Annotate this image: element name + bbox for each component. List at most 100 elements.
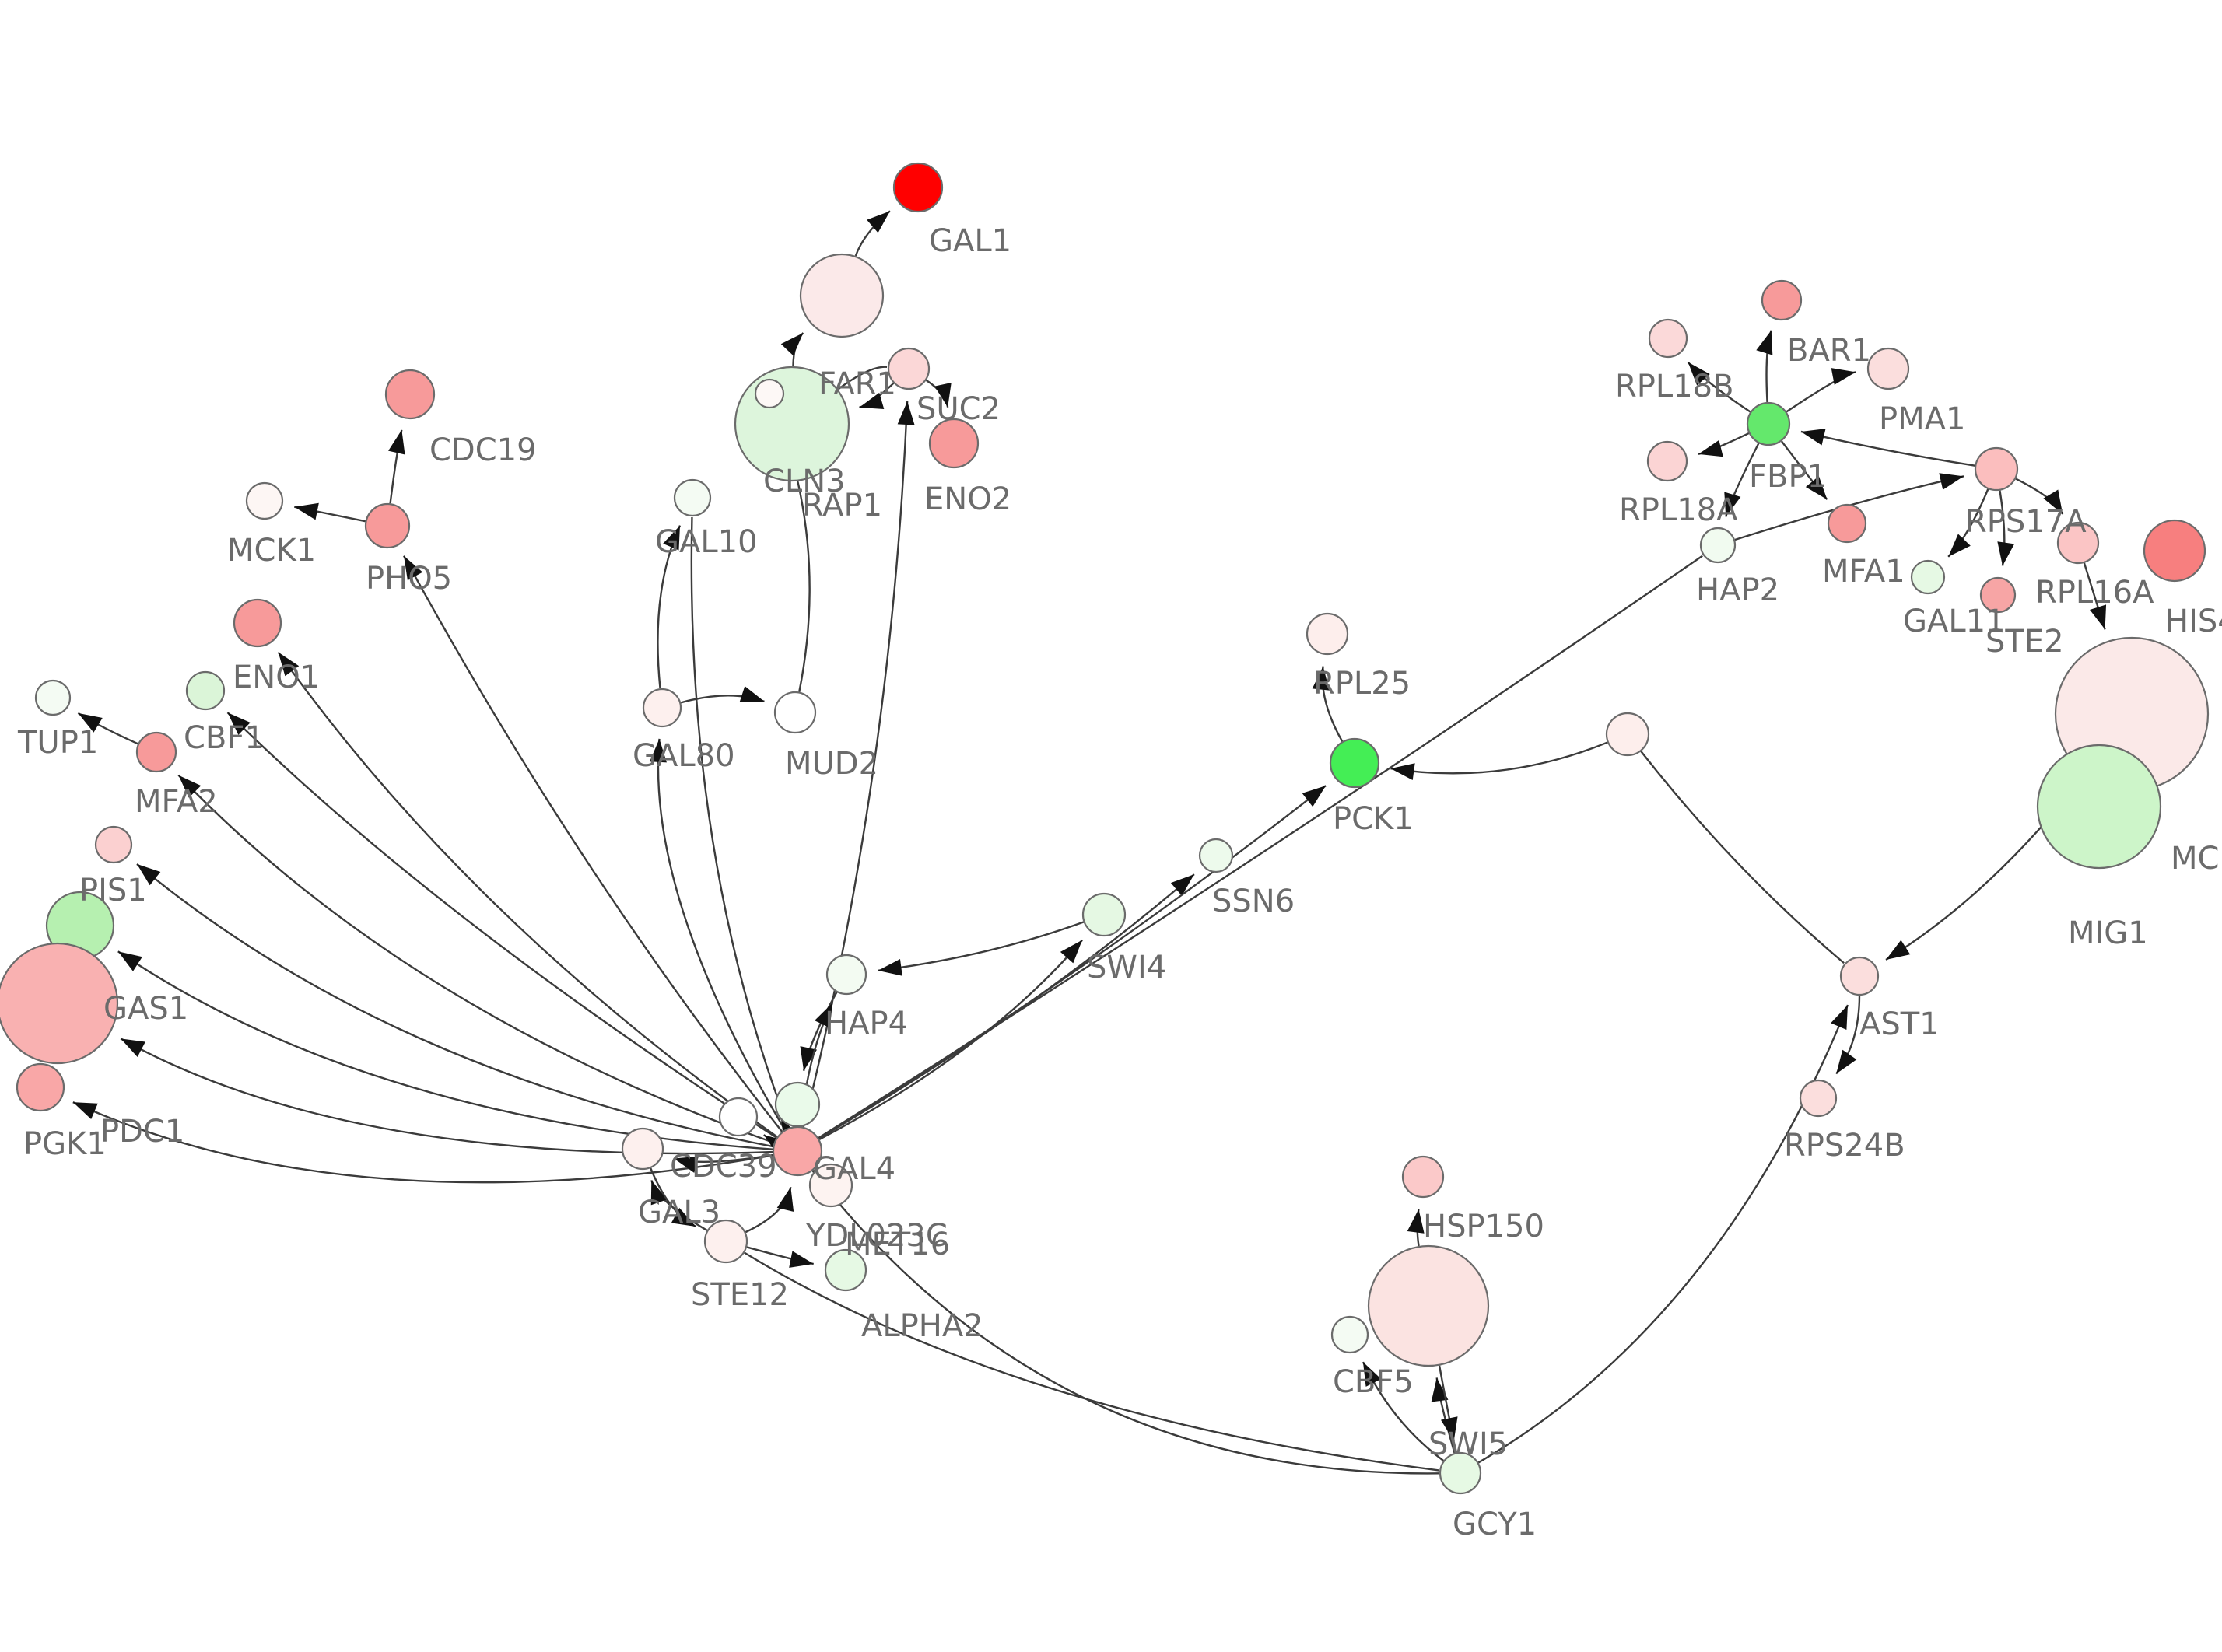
arrowhead-rpl18b [1688,362,1710,386]
gene-node-cdc19[interactable] [384,369,436,420]
gene-node-fbp1[interactable] [1746,401,1791,446]
arrowhead-gal11 [1948,534,1971,557]
gene-node-cbf5[interactable] [1330,1315,1369,1354]
gene-label-rpl16a: RPL16A [2035,575,2154,611]
arrowhead-mck1 [294,502,319,520]
edge-gal4-to-gal80 [657,738,786,1131]
gene-node-cbf1[interactable] [185,670,226,711]
gene-node-bar1[interactable] [1761,279,1803,321]
gene-node-rap1[interactable] [754,378,785,409]
gene-node-rpl25[interactable] [1306,612,1349,656]
gene-node-tup1[interactable] [34,679,72,716]
gene-node-suc2[interactable] [887,347,931,390]
arrowhead-pck1 [1390,763,1415,781]
gene-node-gal10[interactable] [673,478,712,517]
gene-node-hap4b[interactable] [774,1081,821,1128]
gene-node-alpha2[interactable] [824,1248,867,1292]
gene-node-ast1hub[interactable] [1605,712,1650,757]
arrowhead-cbf1 [227,712,251,735]
gene-node-ste12[interactable] [703,1219,748,1264]
gene-node-mig1[interactable] [2036,744,2162,870]
gene-label-eno2: ENO2 [924,481,1011,517]
gene-node-gal80[interactable] [642,688,682,728]
gene-label-far1: FAR1 [818,366,896,402]
gene-label-pdc1: PDC1 [100,1114,184,1150]
gene-node-rps17a[interactable] [1974,446,2019,492]
edge-gal4-to-hap2 [818,555,1703,1139]
gene-label-gas1: GAS1 [103,991,188,1027]
gene-label-bar1: BAR1 [1787,333,1871,369]
gene-node-pck1[interactable] [1329,737,1380,789]
edge-ste12-to-gcy1 [744,1251,1439,1472]
gene-node-mfa1[interactable] [1827,503,1867,544]
gene-label-met16: MET16 [845,1227,950,1262]
arrowhead-pck1 [1302,786,1327,807]
gene-label-mcm1: MCM1 [2171,841,2222,877]
gene-label-gcy1: GCY1 [1453,1507,1537,1542]
gene-node-swi5[interactable] [1367,1244,1490,1367]
gene-node-rpl18a[interactable] [1646,440,1688,482]
arrowhead-gas1 [117,951,142,971]
gene-label-rps17a: RPS17A [1965,504,2087,540]
gene-label-ssn6: SSN6 [1212,884,1295,919]
gene-label-pma1: PMA1 [1879,401,1965,437]
edge-ast1hub-to-ast1 [1640,751,1845,964]
arrowhead-pgk1 [72,1102,98,1119]
arrowhead-suc2 [897,401,915,425]
gene-node-cdc39[interactable] [718,1097,759,1137]
gene-node-mud2[interactable] [773,691,817,734]
arrowhead-bar1 [1756,330,1773,355]
gene-label-pck1: PCK1 [1333,801,1414,837]
arrowhead-fbp1 [1800,429,1826,446]
gene-node-hap2[interactable] [1699,527,1737,564]
arrowhead-pho5 [404,555,423,581]
gene-label-his4: HIS4 [2165,604,2222,639]
gene-node-gcy1[interactable] [1439,1451,1482,1495]
gene-node-ast1[interactable] [1839,956,1880,996]
gene-label-hap4: HAP4 [825,1006,908,1041]
gene-label-pho5: PHO5 [366,561,452,597]
gene-label-mud2: MUD2 [785,746,878,782]
gene-label-gal11: GAL11 [1903,604,2006,639]
gene-node-eno2[interactable] [928,418,980,469]
gene-label-cln3: CLN3 [763,464,846,499]
arrowhead-ast1 [1886,940,1911,960]
arrowhead-eno1 [278,652,300,677]
gene-node-mfa2[interactable] [135,731,177,773]
edge-ste12-to-gal4 [745,1186,792,1234]
gene-node-gal1[interactable] [892,162,944,213]
gene-node-ssn6[interactable] [1198,838,1234,873]
arrowhead-gal4 [776,1187,794,1212]
gene-label-rap1: RAP1 [802,488,882,523]
gene-label-mck1: MCK1 [227,533,316,569]
gene-node-pis1[interactable] [94,825,133,864]
gene-node-his4[interactable] [2143,519,2206,583]
gene-node-rpl16a[interactable] [2056,521,2100,565]
gene-node-eno1[interactable] [233,598,282,648]
gene-node-hap4[interactable] [825,954,867,996]
gene-node-ste2[interactable] [1979,576,2017,614]
arrowhead-gal10 [663,525,680,551]
gene-node-rps24b[interactable] [1799,1079,1838,1118]
gene-node-hsp150[interactable] [1401,1155,1445,1199]
gene-node-mck1[interactable] [245,481,284,520]
gene-label-cbf1: CBF1 [184,720,265,756]
gene-node-gal11[interactable] [1910,559,1946,595]
gene-node-swi4[interactable] [1081,892,1127,937]
gene-node-ydl023c[interactable] [808,1163,853,1208]
gene-node-far1[interactable] [799,253,885,338]
edge-gal4-to-pho5 [403,555,783,1132]
gene-node-pho5[interactable] [364,502,411,549]
gene-node-pma1[interactable] [1866,347,1910,390]
gene-node-pgk1[interactable] [16,1062,65,1112]
edge-gal4-to-pis1 [136,863,773,1148]
gene-node-pdc1[interactable] [0,942,119,1065]
edge-hap2-to-rps17a [1734,475,1964,541]
gene-node-gal3[interactable] [621,1127,664,1171]
gene-node-rpl18b[interactable] [1648,318,1688,359]
arrowhead-ste12 [671,1208,696,1227]
arrowhead-gal3 [650,1180,668,1206]
arrowhead-mfa1 [1805,476,1828,500]
